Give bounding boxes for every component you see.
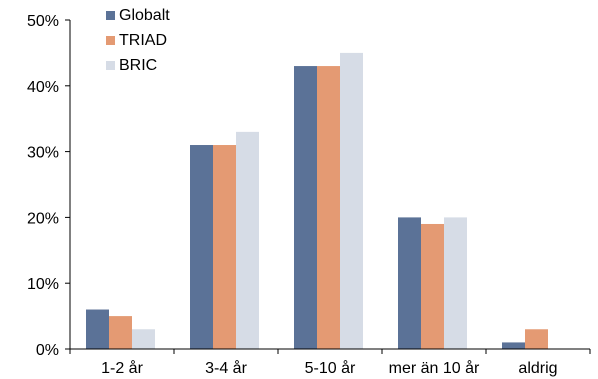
bar-globalt-4 [502,342,525,349]
bar-globalt-0 [86,309,109,349]
y-tick-label: 20% [27,210,59,227]
bar-bric-2 [340,52,363,350]
x-tick-label: aldrig [518,360,557,377]
bar-series [86,52,548,350]
axes [65,19,591,354]
bar-globalt-3 [398,217,421,349]
legend-swatch-globalt [106,11,115,20]
legend-label-bric: BRIC [119,57,157,74]
legend-swatch-triad [106,36,115,45]
bar-triad-1 [213,145,236,349]
legend: Globalt TRIAD BRIC [106,7,170,74]
bar-bric-3 [444,217,467,349]
bar-triad-4 [525,329,548,349]
x-axis-tick-labels: 1-2 år 3-4 år 5-10 år mer än 10 år aldrig [101,359,557,377]
legend-label-globalt: Globalt [119,7,170,24]
y-tick-label: 10% [27,276,59,293]
bar-triad-3 [421,223,444,349]
y-tick-label: 40% [27,79,59,96]
y-tick-label: 30% [27,145,59,162]
legend-swatch-bric [106,61,115,70]
legend-label-triad: TRIAD [119,32,167,49]
bar-globalt-2 [294,66,317,349]
x-tick-label: 1-2 år [101,359,143,377]
y-tick-label: 0% [36,342,59,359]
bar-triad-0 [109,316,132,349]
x-tick-label: 5-10 år [305,359,356,377]
bar-bric-0 [132,329,155,349]
bar-bric-1 [236,131,259,349]
x-tick-label: mer än 10 år [389,359,480,377]
bar-globalt-1 [190,145,213,349]
x-tick-label: 3-4 år [205,359,247,377]
bar-triad-2 [317,66,340,349]
y-tick-label: 50% [27,13,59,30]
y-axis-tick-labels: 0% 10% 20% 30% 40% 50% [27,13,59,359]
